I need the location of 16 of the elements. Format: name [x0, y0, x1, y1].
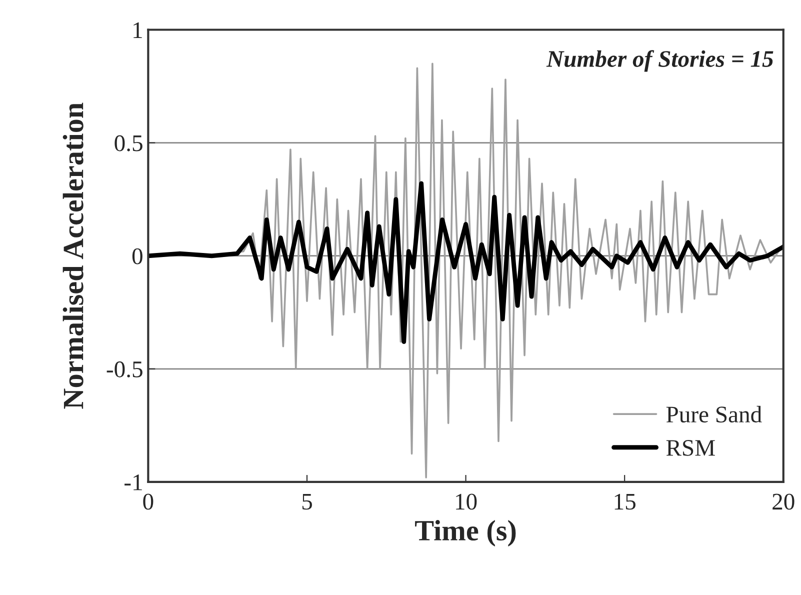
- x-tick-label: 20: [772, 494, 794, 510]
- x-tick-label: 0: [143, 494, 154, 510]
- y-tick-label: 1: [134, 22, 142, 38]
- y-tick-label: -0.5: [106, 361, 142, 378]
- y-tick-label: 0: [132, 248, 142, 264]
- y-axis-title: Normalised Acceleration: [62, 102, 84, 409]
- legend-label: Pure Sand: [666, 406, 762, 423]
- x-tick-label: 15: [614, 494, 636, 510]
- legend-label: RSM: [666, 440, 715, 456]
- annotation: Number of Stories = 15: [546, 50, 774, 72]
- y-tick-label: 0.5: [114, 135, 142, 152]
- x-tick-label: 10: [456, 494, 477, 510]
- x-tick-label: 5: [302, 494, 312, 510]
- x-axis-title: Time (s): [415, 520, 516, 546]
- line-series: [148, 181, 784, 344]
- y-tick-label: -1: [124, 474, 142, 490]
